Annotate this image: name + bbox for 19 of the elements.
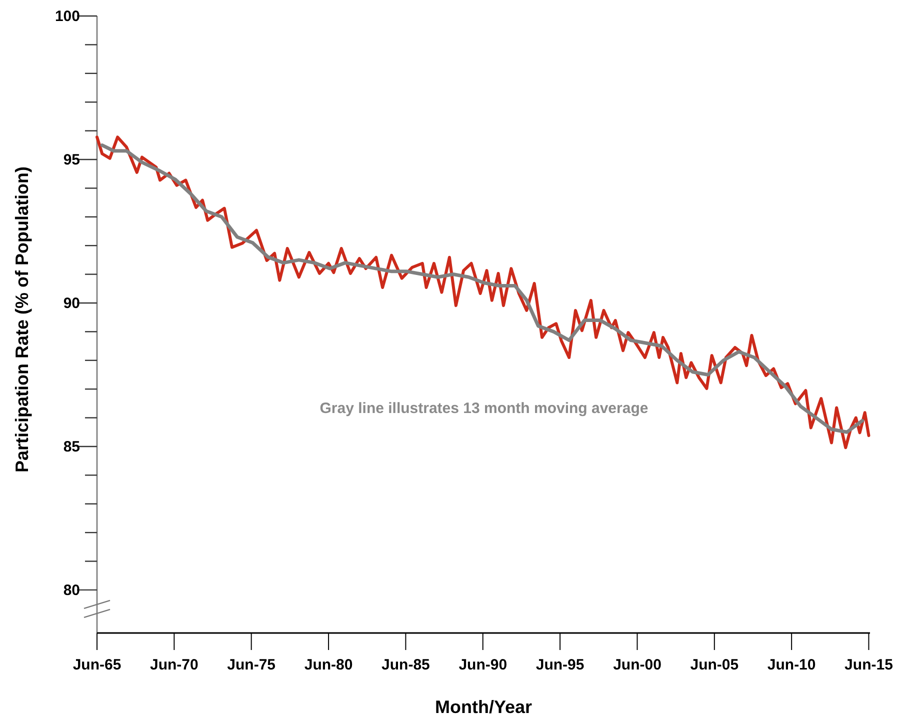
y-tick-label: 85 (63, 438, 80, 456)
x-tick-label: Jun-90 (458, 656, 508, 674)
x-tick-label: Jun-10 (767, 656, 816, 674)
x-tick-label: Jun-80 (304, 656, 353, 674)
x-tick-label: Jun-75 (227, 656, 276, 674)
x-tick-label: Jun-95 (536, 656, 584, 674)
y-tick-label: 80 (63, 582, 80, 599)
x-axis-title: Month/Year (434, 697, 532, 715)
y-tick-label: 100 (54, 8, 80, 25)
y-tick-label: 90 (63, 294, 80, 312)
x-tick-label: Jun-70 (150, 656, 198, 674)
y-axis-title: Participation Rate (% of Population) (12, 166, 32, 473)
annotation: Gray line illustrates 13 month moving average (320, 400, 648, 417)
x-tick-label: Jun-05 (690, 656, 739, 674)
y-tick-label: 95 (63, 151, 80, 168)
x-tick-label: Jun-15 (844, 656, 893, 674)
x-tick-label: Jun-00 (613, 656, 662, 674)
x-tick-label: Jun-65 (72, 656, 122, 674)
x-tick-label: Jun-85 (382, 656, 430, 674)
